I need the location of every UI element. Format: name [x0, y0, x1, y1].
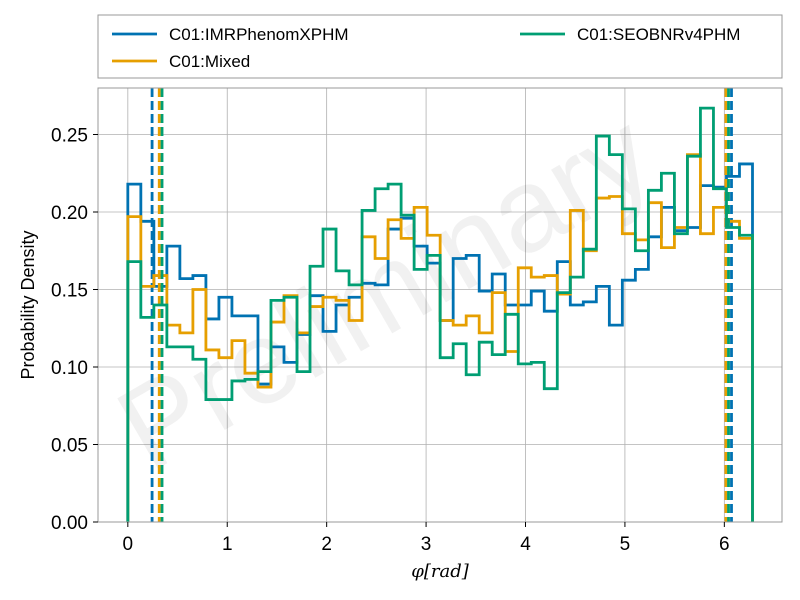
x-axis-label: φ[rad] — [411, 561, 469, 582]
y-tick-label: 0.10 — [51, 358, 88, 379]
y-tick-label: 0.05 — [51, 436, 88, 457]
x-tick-label: 4 — [520, 534, 531, 555]
x-tick-label: 6 — [719, 534, 730, 555]
legend: C01:IMRPhenomXPHM C01:Mixed C01:SEOBNRv4PH… — [97, 14, 783, 79]
y-tick-label: 0.15 — [51, 281, 88, 302]
watermark: Preliminary — [96, 87, 673, 496]
plot-frame — [97, 87, 783, 523]
y-tick-label: 0.25 — [51, 126, 88, 147]
y-tick-label: 0.20 — [51, 203, 88, 224]
legend-frame — [97, 14, 783, 79]
series-layer — [126, 88, 754, 522]
legend-label: C01:IMRPhenomXPHM — [169, 25, 349, 44]
y-tick-label: 0.00 — [51, 513, 88, 534]
histogram-series-2 — [126, 106, 754, 522]
x-tick-label: 0 — [123, 534, 134, 555]
x-tick-label: 5 — [620, 534, 631, 555]
x-tick-label: 2 — [321, 534, 332, 555]
x-tick-label: 1 — [222, 534, 233, 555]
x-tick-label: 3 — [421, 534, 432, 555]
legend-label: C01:Mixed — [169, 52, 250, 71]
y-axis-label: Probability Density — [18, 230, 38, 379]
axis-ticks: 0 1 2 3 4 5 6 0.00 0.05 0.10 0.15 0.20 0.25 — [51, 126, 730, 556]
legend-label: C01:SEOBNRv4PHM — [577, 25, 740, 44]
